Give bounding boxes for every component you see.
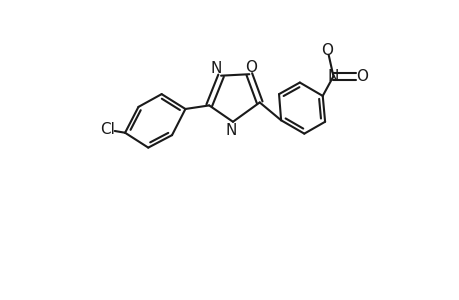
Text: N: N xyxy=(225,123,237,138)
Text: N: N xyxy=(327,69,338,84)
Text: Cl: Cl xyxy=(100,122,115,137)
Text: N: N xyxy=(211,61,222,76)
Text: O: O xyxy=(320,43,332,58)
Text: O: O xyxy=(245,60,257,75)
Text: O: O xyxy=(355,69,367,84)
